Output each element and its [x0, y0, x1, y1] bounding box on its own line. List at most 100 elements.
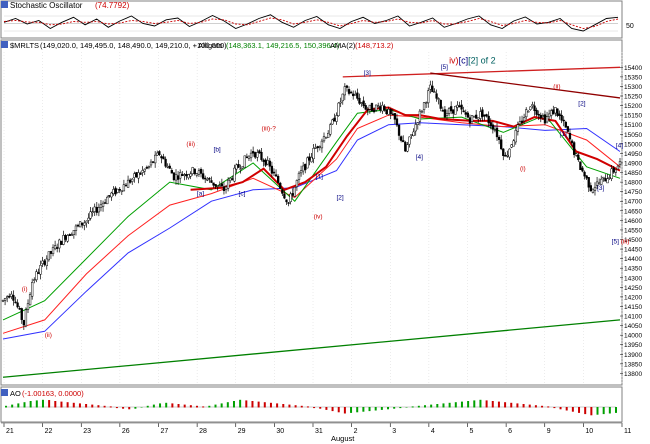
- ohlc-values: (149,020.0, 149,495.0, 148,490.0, 149,21…: [40, 41, 227, 50]
- candle-body: [539, 114, 542, 119]
- candle-body: [441, 110, 444, 112]
- candle-body: [216, 185, 219, 187]
- candle-body: [60, 240, 63, 245]
- candle-body: [362, 100, 365, 107]
- trendline-channel-top: [342, 66, 621, 78]
- wave-label: [c]: [239, 190, 246, 197]
- month-label: August: [331, 434, 355, 443]
- candle-body: [495, 127, 499, 138]
- candle-body: [295, 180, 299, 187]
- candle-body: [268, 160, 271, 167]
- candle-body: [462, 110, 465, 113]
- candle-body: [283, 193, 286, 199]
- candle-body: [297, 172, 301, 180]
- candle-body: [491, 124, 494, 130]
- wave-label: [2]: [337, 194, 344, 201]
- y-tick-label: 14200: [624, 294, 642, 301]
- x-tick-label: 22: [45, 428, 53, 435]
- candle-body: [97, 207, 101, 213]
- candle-body: [460, 104, 463, 110]
- candle-body: [95, 206, 98, 213]
- candle-body: [72, 230, 76, 235]
- candle-body: [22, 320, 25, 326]
- candle-body: [299, 170, 303, 174]
- candle-body: [312, 148, 315, 160]
- wave-labels: (i) (ii) (iii) [b] [a] [c] (iii)-? [1] [2] (iv) [3…: [22, 55, 630, 339]
- candle-body: [456, 104, 459, 108]
- candle-body: [110, 192, 113, 198]
- candle-body: [327, 132, 330, 138]
- candle-body: [577, 154, 580, 161]
- candle-body: [14, 301, 17, 304]
- candle-body: [612, 167, 615, 173]
- x-tick-label: 5: [470, 428, 474, 435]
- candle-body: [322, 136, 326, 142]
- ao-panel[interactable]: [0, 386, 623, 423]
- candle-body: [81, 222, 84, 226]
- candle-body: [8, 295, 11, 298]
- candle-body: [231, 178, 234, 180]
- candle-body: [399, 136, 403, 141]
- candle-body: [435, 93, 438, 99]
- candle-body: [258, 150, 261, 154]
- candle-body: [285, 199, 288, 203]
- y-tick-label: 15100: [624, 122, 642, 129]
- candle-body: [122, 184, 126, 192]
- y-tick-label: 14000: [624, 333, 642, 340]
- candle-body: [154, 154, 157, 164]
- candle-body: [335, 115, 338, 122]
- candle-body: [420, 110, 424, 113]
- candle-body: [418, 110, 422, 122]
- candle-body: [33, 279, 36, 281]
- wave-label: (i): [22, 286, 28, 293]
- candle-body: [516, 124, 520, 132]
- candle-body: [412, 131, 415, 136]
- candle-body: [458, 105, 461, 107]
- candle-body: [320, 140, 324, 149]
- candle-body: [616, 165, 620, 170]
- candle-body: [447, 108, 451, 114]
- candle-body: [87, 217, 90, 221]
- candle-body: [222, 186, 226, 191]
- candle-body: [3, 298, 7, 301]
- candle-body: [366, 109, 369, 111]
- alligator-label: Alligato: [198, 41, 223, 50]
- candle-body: [58, 239, 61, 249]
- candle-body: [545, 116, 549, 123]
- wave-label: [4]: [616, 143, 623, 150]
- candle-body: [270, 165, 274, 174]
- candle-body: [249, 152, 253, 159]
- candle-body: [543, 114, 547, 124]
- candle-body: [533, 105, 536, 112]
- candle-body: [529, 106, 532, 110]
- y-tick-label: 15400: [624, 65, 642, 72]
- y-tick-label: 14450: [624, 247, 642, 254]
- candle-body: [291, 193, 294, 196]
- candle-body: [56, 247, 59, 249]
- candle-body: [591, 188, 595, 193]
- candle-body: [145, 167, 148, 169]
- candle-body: [279, 182, 282, 189]
- price-panel[interactable]: [0, 39, 623, 386]
- candle-body: [51, 247, 55, 255]
- candle-body: [497, 136, 501, 140]
- y-tick-label: 14800: [624, 180, 642, 187]
- candle-body: [224, 186, 228, 190]
- y-tick-label: 15150: [624, 113, 642, 120]
- candle-body: [374, 104, 378, 111]
- candle-body: [422, 102, 426, 110]
- x-tick-label: 4: [431, 428, 435, 435]
- ao-bars: [5, 399, 617, 416]
- candle-body: [345, 85, 349, 88]
- candle-body: [12, 295, 15, 301]
- candle-body: [168, 165, 171, 169]
- candle-body: [608, 177, 611, 179]
- candle-body: [74, 225, 78, 231]
- stochastic-d-line: [3, 17, 619, 29]
- candle-body: [31, 282, 34, 297]
- y-tick-label: 13800: [624, 371, 642, 378]
- alligator-values: (148,363.1, 149,216.5, 150,396.4): [226, 41, 340, 50]
- candle-body: [220, 183, 224, 187]
- candle-body: [243, 155, 246, 168]
- candle-body: [93, 206, 96, 212]
